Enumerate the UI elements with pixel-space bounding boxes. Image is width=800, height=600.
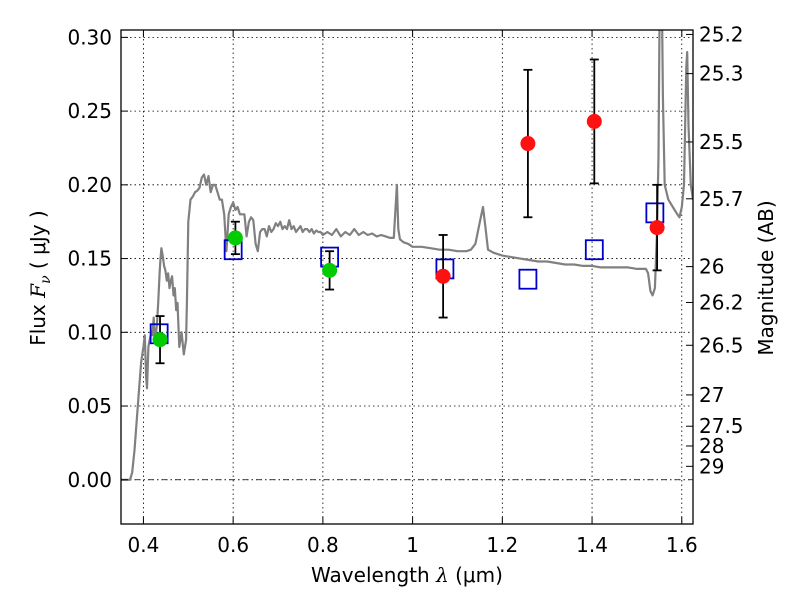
magnitude-tick-label: 27.5 — [699, 414, 744, 438]
x-tick-label: 0.8 — [307, 533, 339, 557]
optical-photometry-point — [322, 262, 338, 278]
magnitude-tick-label: 25.3 — [699, 62, 744, 86]
x-tick-label: 1.6 — [666, 533, 698, 557]
x-tick-label: 1 — [406, 533, 419, 557]
magnitude-tick-label: 25.7 — [699, 187, 744, 211]
y-tick-label: 0.15 — [67, 247, 112, 271]
y-tick-label: 0.00 — [67, 468, 112, 492]
optical-photometry-point — [152, 332, 168, 348]
y-tick-label: 0.30 — [67, 25, 112, 49]
axis-ticks — [121, 30, 693, 524]
y-tick-label: 0.25 — [67, 99, 112, 123]
gridlines — [121, 30, 693, 524]
magnitude-tick-label: 27 — [699, 383, 724, 407]
magnitude-tick-label: 29 — [699, 454, 724, 478]
sed-curve — [661, 30, 693, 219]
model-flux-square — [645, 202, 665, 224]
magnitude-tick-label: 25.2 — [699, 22, 744, 46]
right-axis-label: Magnitude (AB) — [754, 200, 778, 355]
x-tick-label: 0.4 — [128, 533, 160, 557]
magnitude-tick-label: 26.2 — [699, 290, 744, 314]
plot-frame — [120, 29, 694, 525]
x-tick-label: 1.2 — [486, 533, 518, 557]
y-tick-label: 0.20 — [67, 173, 112, 197]
x-axis-label: Wavelength λ (μm) — [311, 563, 503, 587]
model-flux-square — [584, 239, 604, 261]
nir-photometry-point — [435, 268, 451, 284]
nir-photometry-point — [649, 220, 665, 236]
optical-photometry-point — [227, 230, 243, 246]
nir-photometry-point — [520, 136, 536, 152]
magnitude-tick-label: 25.5 — [699, 130, 744, 154]
plot-area — [121, 30, 693, 481]
magnitude-tick-label: 26 — [699, 255, 724, 279]
sed-curve — [121, 30, 661, 481]
magnitude-tick-label: 28 — [699, 434, 724, 458]
x-tick-label: 1.4 — [576, 533, 608, 557]
y-axis-label: Flux Fν ( μJy ) — [26, 210, 54, 346]
magnitude-tick-label: 26.5 — [699, 333, 744, 357]
x-tick-label: 0.6 — [217, 533, 249, 557]
nir-photometry-point — [586, 113, 602, 129]
tick-labels: 0.4 0.6 0.8 1 1.2 1.4 1.6 0.00 0.05 0.10 0.15 0.20 0… — [67, 22, 743, 557]
y-tick-label: 0.05 — [67, 394, 112, 418]
model-flux-square — [518, 268, 538, 290]
y-tick-label: 0.10 — [67, 320, 112, 344]
